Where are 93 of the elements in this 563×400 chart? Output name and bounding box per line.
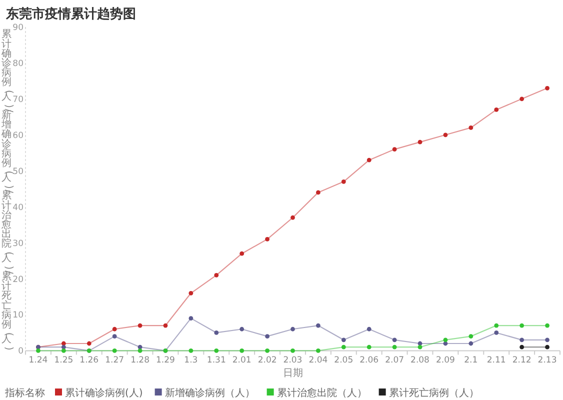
x-tick-label: 2.02 bbox=[258, 356, 277, 366]
x-tick-label: 1.3 bbox=[184, 356, 198, 366]
point bbox=[265, 237, 270, 242]
x-axis-title: 日期 bbox=[282, 368, 303, 379]
x-tick-label: 2.03 bbox=[283, 356, 302, 366]
point bbox=[112, 326, 117, 332]
x-tick-label: 2.04 bbox=[308, 356, 328, 366]
point bbox=[138, 323, 142, 328]
point bbox=[138, 348, 142, 353]
point bbox=[392, 147, 397, 152]
legend-title: 指标名称 bbox=[4, 387, 45, 399]
point bbox=[240, 348, 244, 353]
point bbox=[545, 344, 550, 350]
x-tick-label: 2.01 bbox=[232, 356, 252, 366]
y-tick-label: 20 bbox=[12, 274, 24, 285]
y-tick-label: 0 bbox=[18, 346, 24, 357]
point bbox=[265, 348, 270, 353]
point bbox=[214, 272, 219, 278]
point bbox=[366, 344, 372, 350]
x-tick-label: 1.26 bbox=[80, 356, 99, 366]
point bbox=[418, 140, 422, 144]
point bbox=[468, 341, 474, 346]
point bbox=[520, 338, 524, 342]
x-tick-label: 2.12 bbox=[512, 356, 532, 366]
x-tick-label: 2.05 bbox=[334, 356, 354, 366]
y-tick-label: 60 bbox=[12, 130, 24, 141]
point bbox=[494, 108, 499, 112]
x-tick-label: 2.11 bbox=[486, 356, 506, 366]
point bbox=[36, 348, 40, 353]
point bbox=[290, 215, 295, 220]
x-tick-label: 2.07 bbox=[385, 356, 404, 366]
point bbox=[366, 158, 372, 162]
point bbox=[341, 179, 346, 184]
legend-label: 累计治愈出院（人） bbox=[276, 387, 367, 399]
legend-label: 新增确诊病例（人） bbox=[164, 387, 255, 399]
point bbox=[418, 341, 422, 346]
point bbox=[468, 334, 474, 339]
y-tick-label: 80 bbox=[12, 58, 24, 69]
point bbox=[214, 330, 219, 335]
x-tick-label: 1.27 bbox=[105, 356, 124, 366]
point bbox=[112, 348, 117, 353]
x-tick-label: 1.31 bbox=[206, 356, 226, 366]
point bbox=[520, 344, 524, 350]
x-tick-label: 1.29 bbox=[156, 356, 175, 366]
point bbox=[290, 348, 295, 353]
x-tick-label: 2.06 bbox=[360, 356, 379, 366]
point bbox=[290, 326, 295, 332]
point bbox=[494, 323, 499, 328]
point bbox=[316, 190, 320, 195]
point bbox=[545, 323, 550, 328]
point bbox=[240, 326, 244, 332]
point bbox=[61, 348, 66, 353]
y-tick-label: 30 bbox=[12, 238, 24, 249]
chart-title: 东莞市疫情累计趋势图 bbox=[6, 7, 136, 22]
point bbox=[188, 316, 194, 321]
x-tick-label: 2.09 bbox=[436, 356, 455, 366]
point bbox=[468, 126, 474, 130]
point bbox=[545, 338, 550, 342]
legend-label: 累计确诊病例(人) bbox=[65, 387, 143, 399]
y-tick-label: 40 bbox=[12, 202, 24, 213]
y-tick-label: 90 bbox=[12, 23, 24, 33]
point bbox=[341, 338, 346, 342]
y-tick-label: 10 bbox=[12, 310, 24, 321]
x-tick-label: 2.1 bbox=[464, 356, 478, 366]
point bbox=[443, 132, 448, 138]
point bbox=[443, 338, 448, 342]
point bbox=[240, 251, 244, 256]
point bbox=[520, 96, 524, 102]
x-tick-label: 1.25 bbox=[54, 356, 74, 366]
point bbox=[188, 290, 194, 296]
point bbox=[163, 323, 168, 328]
point bbox=[112, 334, 117, 339]
x-tick-label: 1.24 bbox=[28, 356, 48, 366]
point bbox=[418, 344, 422, 350]
point bbox=[341, 344, 346, 350]
point bbox=[316, 323, 320, 328]
point bbox=[214, 348, 219, 353]
point bbox=[366, 326, 372, 332]
point bbox=[494, 330, 499, 335]
legend-label: 累计死亡病例（人） bbox=[388, 387, 479, 399]
point bbox=[316, 348, 320, 353]
point bbox=[392, 344, 397, 350]
x-tick-label: 2.13 bbox=[538, 356, 557, 366]
point bbox=[86, 341, 92, 346]
point bbox=[265, 334, 270, 339]
point bbox=[545, 86, 550, 90]
y-tick-label: 70 bbox=[12, 94, 24, 105]
point bbox=[520, 323, 524, 328]
x-tick-label: 1.28 bbox=[130, 356, 150, 366]
point bbox=[392, 338, 397, 342]
point bbox=[188, 348, 194, 353]
y-tick-label: 50 bbox=[12, 166, 24, 177]
x-tick-label: 2.08 bbox=[410, 356, 430, 366]
